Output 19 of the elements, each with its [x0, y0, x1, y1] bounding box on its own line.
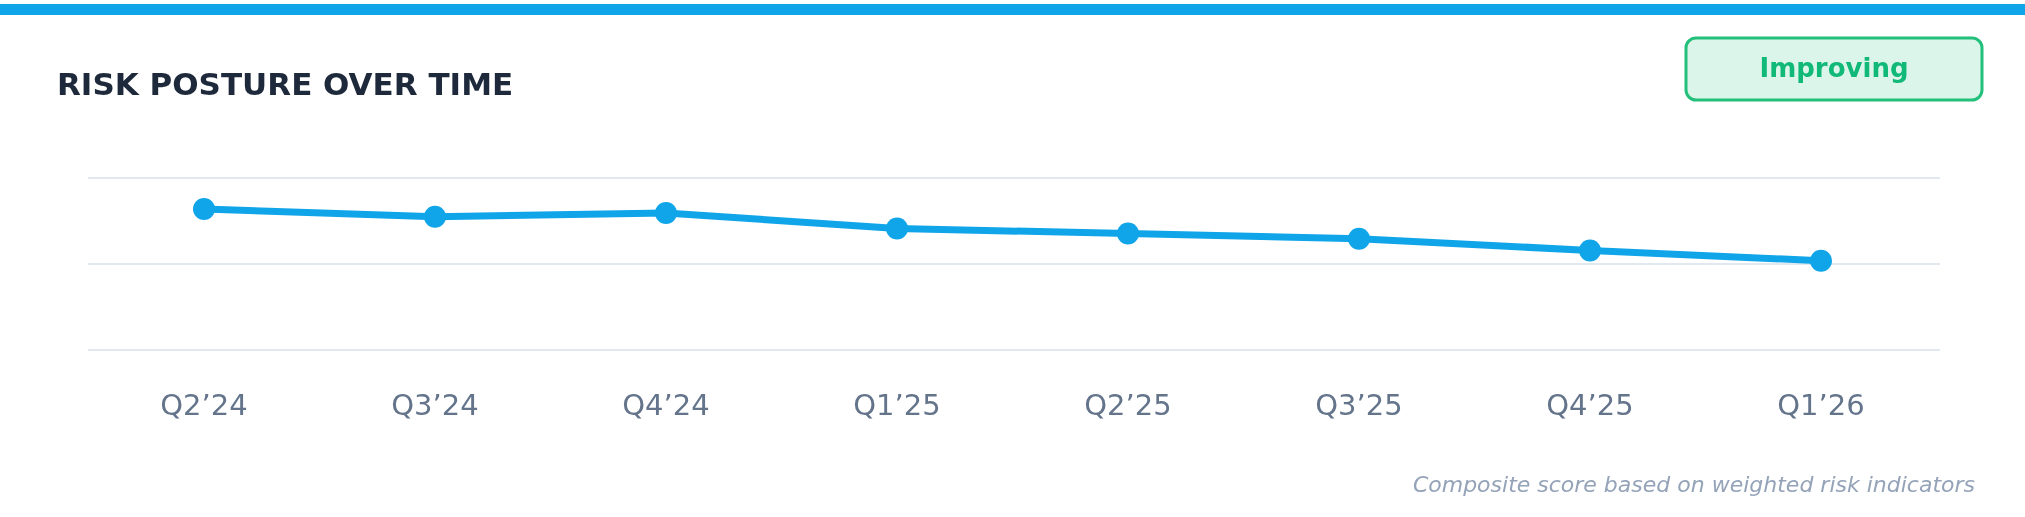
x-tick-label: Q1’25	[853, 388, 941, 422]
x-tick-label: Q3’24	[391, 388, 479, 422]
x-tick-label: Q4’24	[622, 388, 710, 422]
text: Improving	[1759, 53, 1909, 83]
x-tick-label: Q3’25	[1315, 388, 1403, 422]
point	[193, 198, 215, 221]
point	[1579, 239, 1601, 262]
x-tick-label: Q2’24	[160, 388, 248, 422]
chart-title: RISK POSTURE OVER TIME	[57, 66, 514, 102]
point	[886, 217, 908, 240]
point	[655, 201, 677, 224]
x-tick-label: Q4’25	[1546, 388, 1634, 422]
point	[1810, 249, 1832, 272]
x-tick-label: Q1’26	[1777, 388, 1865, 422]
point	[1348, 227, 1370, 250]
x-tick-label: Q2’25	[1084, 388, 1172, 422]
point	[1117, 222, 1139, 245]
text: Composite score based on weighted risk indicators	[1412, 472, 1975, 497]
point	[424, 205, 446, 228]
